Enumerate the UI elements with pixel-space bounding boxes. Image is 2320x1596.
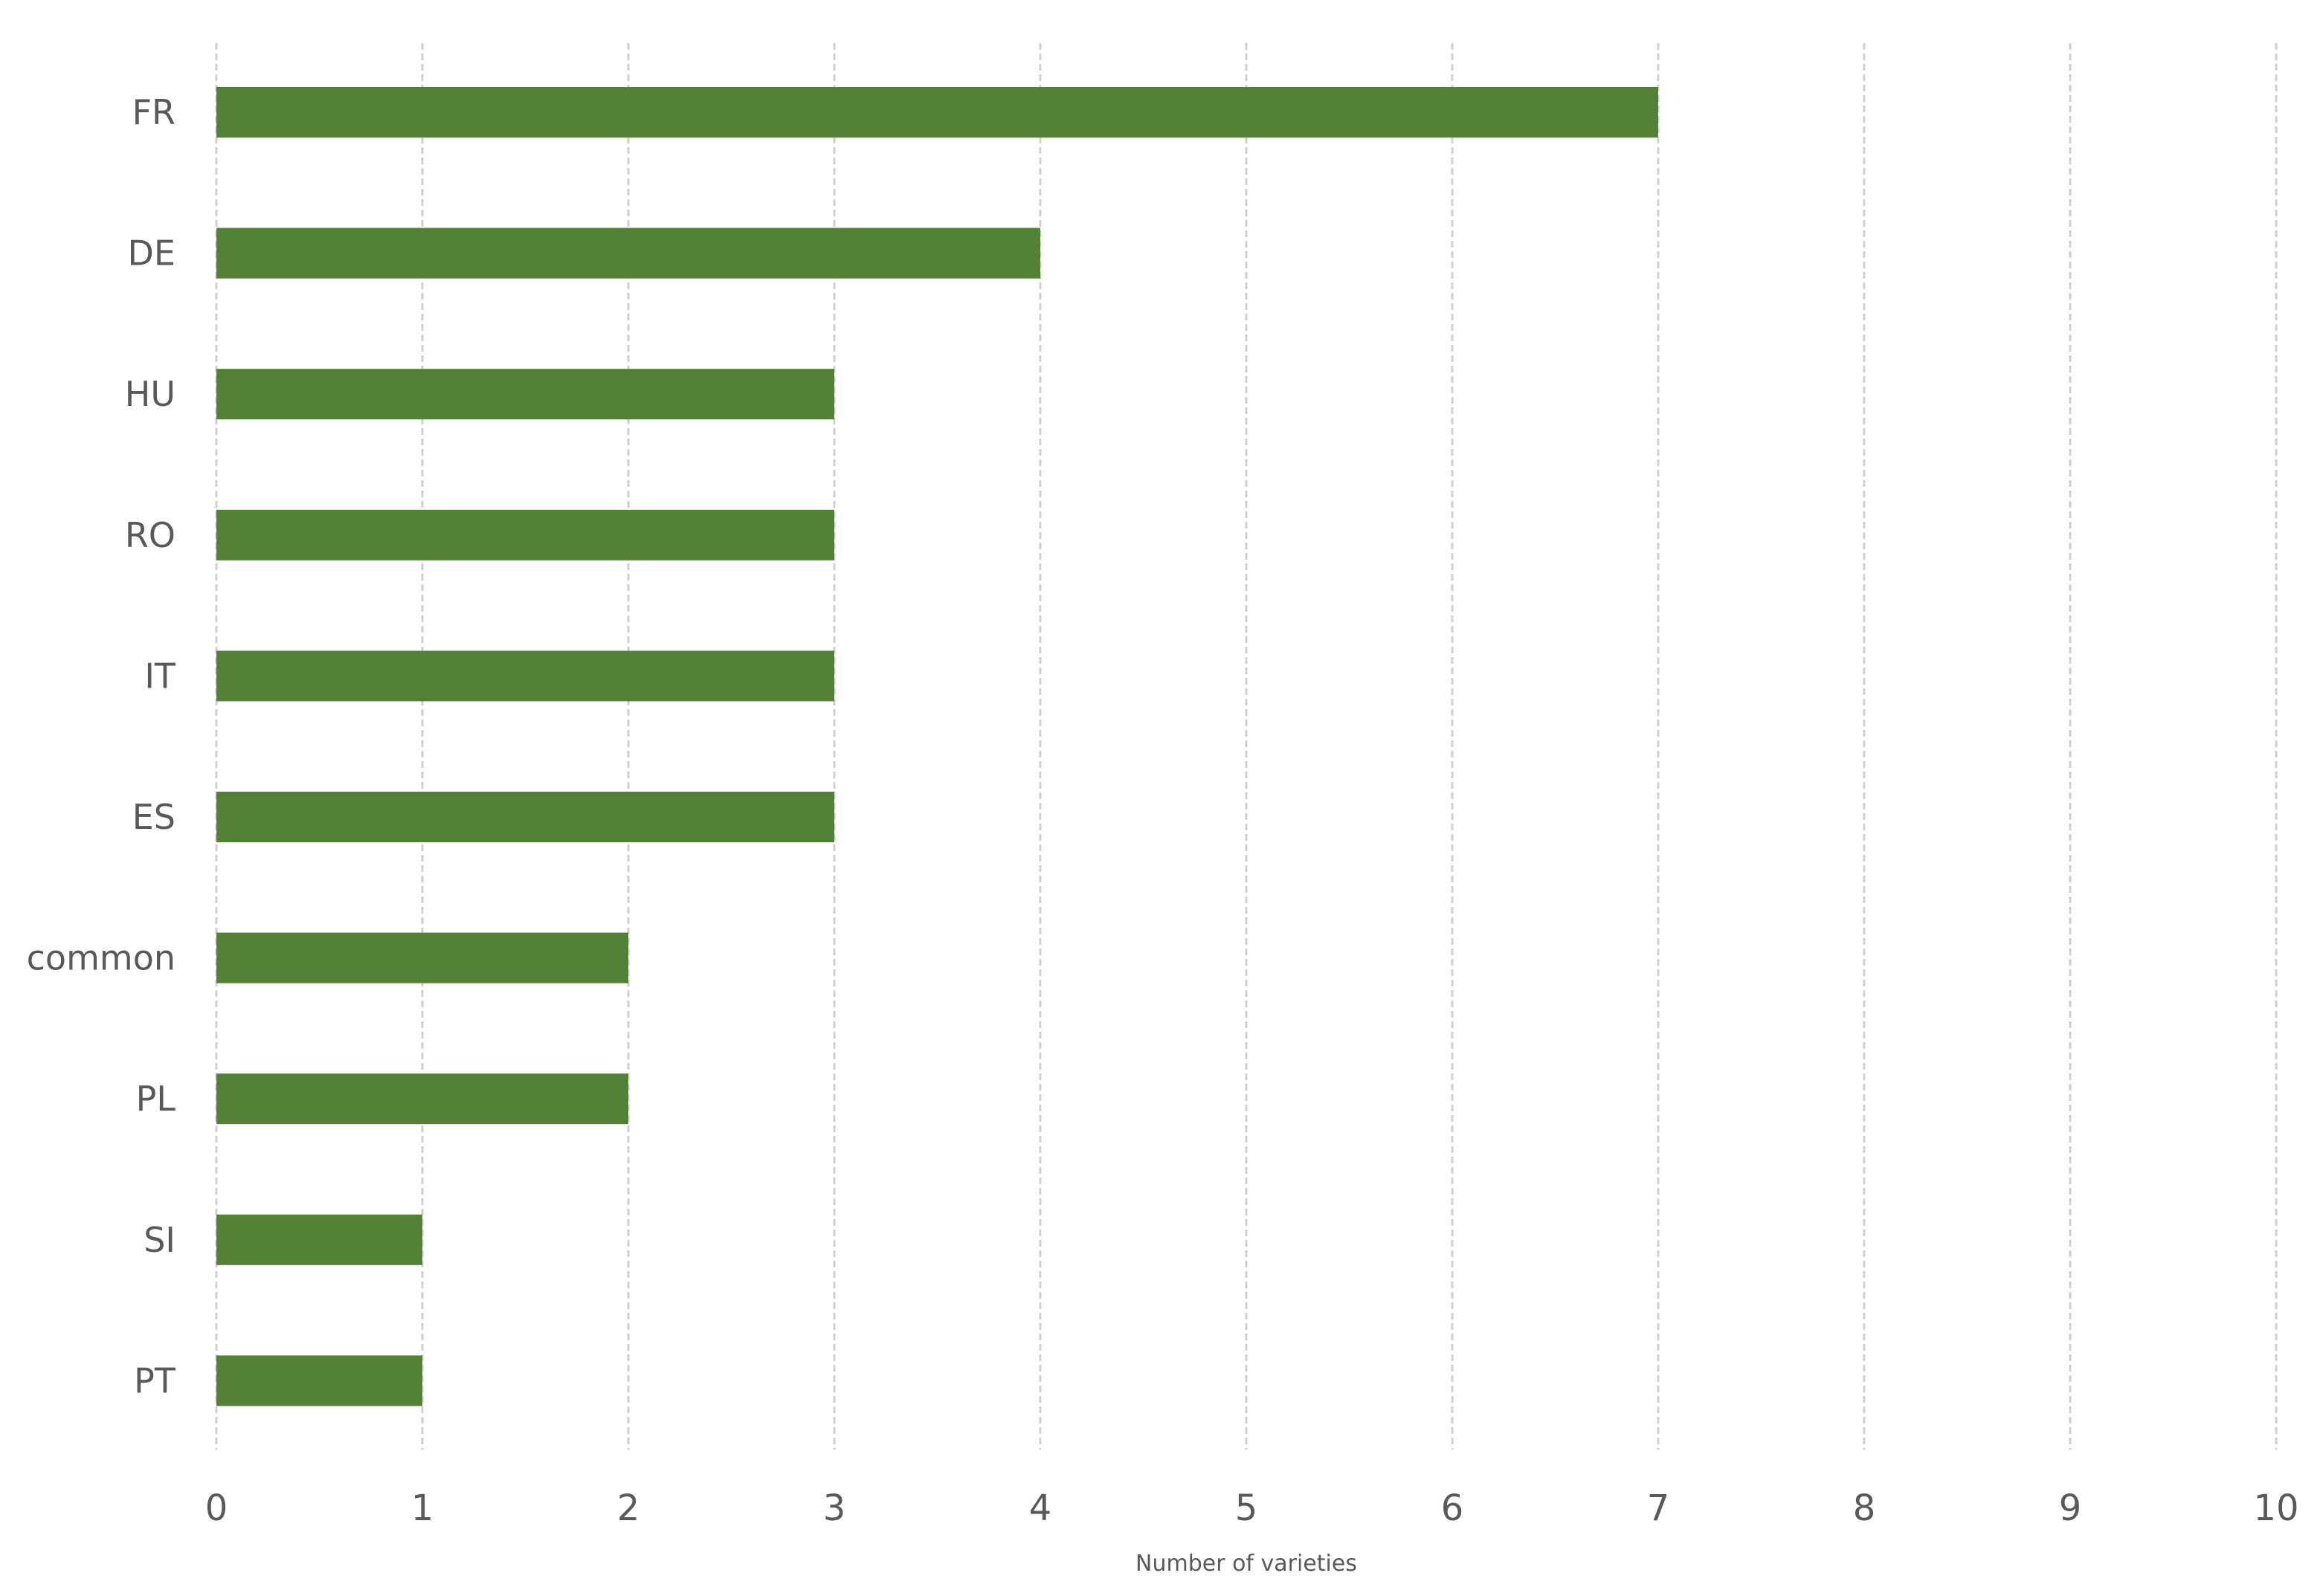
x-tick-label-0: 0: [205, 1487, 228, 1529]
category-label-common: common: [27, 938, 175, 978]
x-tick-label-9: 9: [2059, 1487, 2082, 1529]
bar-ro: [216, 509, 834, 560]
category-label-si: SI: [144, 1220, 175, 1260]
x-axis-title: Number of varieties: [1135, 1551, 1357, 1577]
category-label-pl: PL: [136, 1079, 176, 1119]
x-tick-label-7: 7: [1647, 1487, 1670, 1529]
bar-es: [216, 792, 834, 842]
bars: [216, 87, 1658, 1406]
x-tick-labels: 0 1 2 3 4 5 6 7 8 9 10: [205, 1487, 2299, 1529]
x-tick-label-5: 5: [1235, 1487, 1258, 1529]
bar-pt: [216, 1355, 422, 1406]
bar-pl: [216, 1073, 628, 1125]
category-label-hu: HU: [125, 374, 175, 414]
bar-common: [216, 932, 628, 983]
category-label-es: ES: [132, 797, 175, 837]
category-label-pt: PT: [134, 1360, 176, 1400]
bar-de: [216, 227, 1040, 279]
x-tick-label-4: 4: [1029, 1487, 1052, 1529]
bar-hu: [216, 369, 834, 420]
x-tick-label-1: 1: [411, 1487, 434, 1529]
bar-fr: [216, 87, 1658, 138]
category-label-ro: RO: [125, 515, 175, 555]
category-label-fr: FR: [132, 92, 175, 132]
category-label-de: DE: [128, 233, 176, 274]
x-tick-label-10: 10: [2253, 1487, 2298, 1529]
bar-it: [216, 650, 834, 702]
x-tick-label-3: 3: [823, 1487, 846, 1529]
category-label-it: IT: [144, 656, 176, 696]
x-tick-label-6: 6: [1441, 1487, 1464, 1529]
category-labels: FR DE HU RO IT ES common PL SI PT: [27, 92, 176, 1400]
x-tick-label-8: 8: [1853, 1487, 1876, 1529]
bar-si: [216, 1214, 422, 1265]
x-tick-label-2: 2: [617, 1487, 640, 1529]
